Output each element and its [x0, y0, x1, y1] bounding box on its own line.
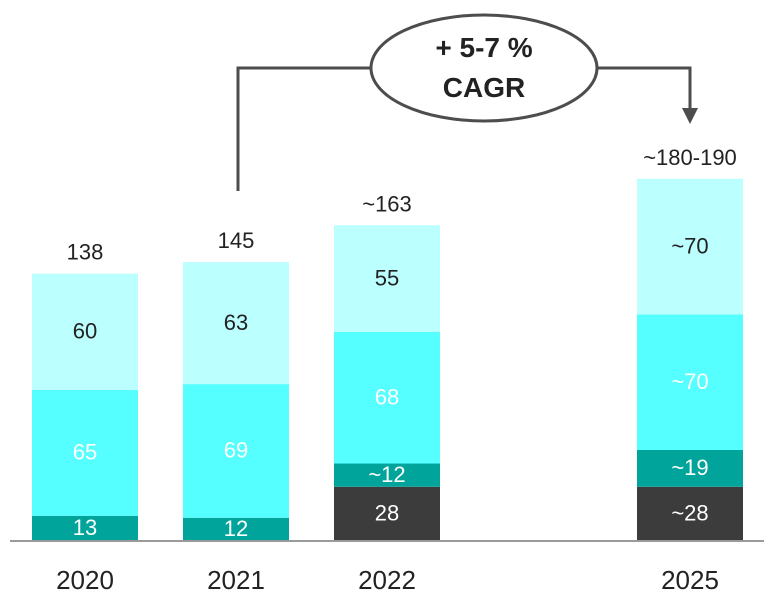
- total-label-2022: ~163: [362, 191, 412, 216]
- bar-segment-2025-s3: [637, 178, 743, 315]
- cagr-label-line2: CAGR: [443, 72, 525, 103]
- bar-segment-2020-s2: [32, 389, 138, 516]
- segment-label-2025-s2: ~70: [671, 369, 708, 394]
- bar-segment-2025-s0: [637, 486, 743, 541]
- segment-label-2022-s3: 55: [375, 265, 399, 290]
- bar-segment-2022-s3: [334, 225, 440, 332]
- segment-label-2020-s3: 60: [73, 319, 97, 344]
- total-label-2025: ~180-190: [643, 145, 737, 170]
- segment-label-2022-s1: ~12: [368, 462, 405, 487]
- cagr-arrowhead: [682, 108, 698, 124]
- cagr-ellipse: [369, 13, 599, 123]
- segment-label-2022-s0: 28: [375, 501, 399, 526]
- bar-segment-2020-s3: [32, 273, 138, 390]
- bar-segment-2021-s2: [183, 384, 289, 518]
- segment-label-2025-s3: ~70: [671, 233, 708, 258]
- category-label-2025: 2025: [661, 565, 719, 591]
- bars-group: [32, 178, 743, 541]
- total-label-2021: 145: [218, 228, 255, 253]
- segment-label-2021-s1: 12: [224, 516, 248, 541]
- segment-label-2020-s1: 13: [73, 515, 97, 540]
- bar-segment-2021-s1: [183, 517, 289, 541]
- segment-label-2021-s3: 63: [224, 310, 248, 335]
- segment-label-2021-s2: 69: [224, 438, 248, 463]
- bar-segment-2025-s1: [637, 449, 743, 487]
- segment-label-2020-s2: 65: [73, 440, 97, 465]
- category-label-2022: 2022: [358, 565, 416, 591]
- category-label-2021: 2021: [207, 565, 265, 591]
- bar-segment-2022-s1: [334, 463, 440, 487]
- bar-segment-2020-s1: [32, 515, 138, 541]
- category-label-2020: 2020: [56, 565, 114, 591]
- bar-segment-2022-s0: [334, 486, 440, 541]
- segment-label-2022-s2: 68: [375, 384, 399, 409]
- total-label-2020: 138: [67, 240, 104, 265]
- cagr-connector-line: [236, 66, 692, 191]
- segment-label-2025-s0: ~28: [671, 501, 708, 526]
- bar-segment-2022-s2: [334, 331, 440, 464]
- segment-label-2025-s1: ~19: [671, 455, 708, 480]
- labels-group: 13 65 60 138 2020 12 69 63 145 2021 28 ~12 68 55 ~163 2…: [56, 145, 737, 591]
- bar-segment-2021-s3: [183, 262, 289, 385]
- bar-segment-2025-s2: [637, 314, 743, 450]
- cagr-label-line1: + 5-7 %: [435, 32, 532, 63]
